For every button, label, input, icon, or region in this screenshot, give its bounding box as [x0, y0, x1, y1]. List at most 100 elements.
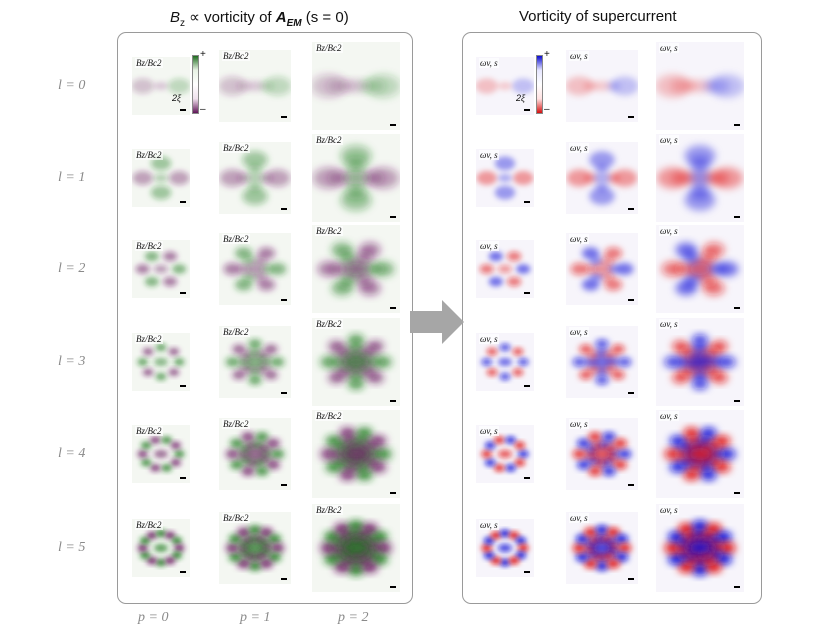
bz-colorbar-minus: –: [200, 104, 206, 115]
bz-mode-pattern: [312, 42, 400, 130]
omega-cell-label: ωv, s: [659, 226, 679, 236]
scale-bar: [390, 400, 396, 402]
omega-mode-cell: ωv, s: [476, 57, 534, 115]
bz-mode-pattern: [219, 50, 291, 122]
row-label-l2: l = 2: [58, 261, 86, 276]
omega-mode-pattern: [656, 504, 744, 592]
omega-mode-cell: ωv, s: [476, 425, 534, 483]
bz-mode-cell: Bz/Bc2: [132, 57, 190, 115]
bz-mode-pattern: [312, 318, 400, 406]
omega-cell-label: ωv, s: [479, 150, 499, 160]
bz-cell-label: Bz/Bc2: [222, 143, 250, 153]
scale-bar: [281, 208, 287, 210]
omega-mode-pattern: [656, 42, 744, 130]
row-label-l4: l = 4: [58, 446, 86, 461]
scale-bar: [628, 578, 634, 580]
scale-bar: [734, 124, 740, 126]
omega-mode-cell: ωv, s: [476, 333, 534, 391]
omega-mode-pattern: [656, 410, 744, 498]
bz-mode-cell: Bz/Bc2: [132, 425, 190, 483]
bz-cell-label: Bz/Bc2: [135, 241, 163, 251]
bz-mode-cell: Bz/Bc2: [312, 42, 400, 130]
scale-bar: [628, 116, 634, 118]
omega-cell-label: ωv, s: [569, 327, 589, 337]
omega-mode-cell: ωv, s: [566, 512, 638, 584]
omega-mode-pattern: [476, 57, 534, 115]
omega-mode-pattern: [566, 326, 638, 398]
bz-mode-pattern: [312, 410, 400, 498]
bz-mode-pattern: [219, 326, 291, 398]
omega-mode-cell: ωv, s: [656, 410, 744, 498]
scale-bar: [734, 586, 740, 588]
omega-mode-cell: ωv, s: [566, 142, 638, 214]
scale-bar: [180, 201, 186, 203]
scale-bar: [180, 292, 186, 294]
omega-cell-label: ωv, s: [479, 334, 499, 344]
bz-cell-label: Bz/Bc2: [222, 327, 250, 337]
bz-mode-pattern: [312, 225, 400, 313]
omega-cell-label: ωv, s: [479, 58, 499, 68]
scale-bar: [524, 385, 530, 387]
scale-bar: [281, 299, 287, 301]
bz-cell-label: Bz/Bc2: [222, 513, 250, 523]
bz-mode-cell: Bz/Bc2: [219, 233, 291, 305]
scale-bar: [524, 571, 530, 573]
omega-mode-pattern: [566, 233, 638, 305]
bz-cell-label: Bz/Bc2: [222, 234, 250, 244]
omega-colorbar: [536, 55, 543, 114]
omega-mode-cell: ωv, s: [476, 240, 534, 298]
bz-mode-cell: Bz/Bc2: [312, 410, 400, 498]
omega-cell-label: ωv, s: [659, 411, 679, 421]
bz-mode-cell: Bz/Bc2: [132, 149, 190, 207]
right-panel-title: Vorticity of supercurrent: [519, 8, 677, 25]
omega-cell-label: ωv, s: [569, 419, 589, 429]
omega-cell-label: ωv, s: [569, 51, 589, 61]
bz-mode-pattern: [219, 233, 291, 305]
bz-mode-cell: Bz/Bc2: [219, 512, 291, 584]
scale-bar: [281, 392, 287, 394]
omega-mode-pattern: [566, 142, 638, 214]
bz-cell-label: Bz/Bc2: [315, 319, 343, 329]
bz-cell-label: Bz/Bc2: [222, 51, 250, 61]
left-panel-title: Bz ∝ vorticity of AEM (s = 0): [170, 9, 349, 29]
omega-cell-label: ωv, s: [569, 234, 589, 244]
omega-mode-cell: ωv, s: [476, 149, 534, 207]
scale-bar: [524, 109, 530, 111]
bz-colorbar: [192, 55, 199, 114]
bz-cell-label: Bz/Bc2: [315, 43, 343, 53]
omega-cell-label: ωv, s: [479, 426, 499, 436]
bz-mode-cell: Bz/Bc2: [312, 504, 400, 592]
scale-bar: [734, 400, 740, 402]
bz-mode-cell: Bz/Bc2: [312, 134, 400, 222]
bz-cell-label: Bz/Bc2: [315, 226, 343, 236]
scale-bar: [180, 477, 186, 479]
bz-cell-label: Bz/Bc2: [135, 334, 163, 344]
bz-mode-cell: Bz/Bc2: [132, 240, 190, 298]
scale-bar: [180, 571, 186, 573]
omega-mode-pattern: [656, 225, 744, 313]
bz-scale-label: 2ξ: [172, 93, 182, 103]
scale-bar: [390, 307, 396, 309]
bz-mode-cell: Bz/Bc2: [312, 318, 400, 406]
bz-mode-cell: Bz/Bc2: [219, 142, 291, 214]
bz-cell-label: Bz/Bc2: [315, 505, 343, 515]
omega-cell-label: ωv, s: [659, 505, 679, 515]
scale-bar: [628, 484, 634, 486]
col-label-p2: p = 2: [338, 610, 369, 625]
bz-mode-pattern: [219, 418, 291, 490]
omega-mode-cell: ωv, s: [656, 504, 744, 592]
row-label-l0: l = 0: [58, 78, 86, 93]
omega-cell-label: ωv, s: [479, 520, 499, 530]
omega-mode-cell: ωv, s: [566, 418, 638, 490]
scale-bar: [180, 385, 186, 387]
col-label-p0: p = 0: [138, 610, 169, 625]
bz-mode-cell: Bz/Bc2: [132, 333, 190, 391]
bz-cell-label: Bz/Bc2: [135, 150, 163, 160]
omega-colorbar-plus: +: [544, 49, 550, 60]
omega-cell-label: ωv, s: [659, 135, 679, 145]
scale-bar: [180, 109, 186, 111]
omega-scale-label: 2ξ: [516, 93, 526, 103]
omega-mode-pattern: [566, 512, 638, 584]
bz-colorbar-plus: +: [200, 49, 206, 60]
scale-bar: [628, 208, 634, 210]
